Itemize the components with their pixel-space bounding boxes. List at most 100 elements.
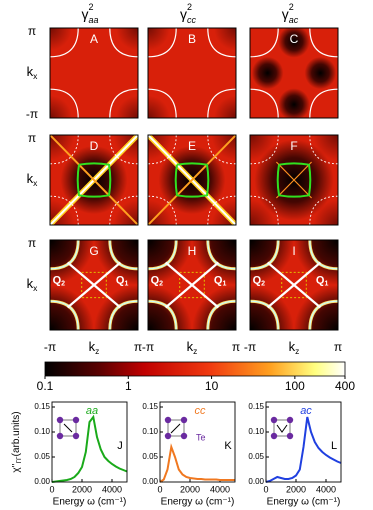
inset-atom — [286, 432, 294, 440]
map-image — [148, 240, 236, 330]
map-contour — [148, 88, 177, 118]
map-frame — [147, 27, 237, 119]
x-tick-label: 4000 — [316, 484, 336, 494]
data-line — [51, 414, 128, 483]
data-line — [265, 416, 342, 483]
inset-atom — [56, 416, 64, 424]
q-label-text: Q — [116, 274, 125, 286]
map-contour — [250, 195, 279, 225]
map-contour — [109, 195, 138, 225]
map-contour — [148, 240, 177, 270]
column-title-symbol: γ — [180, 6, 187, 22]
inset-atom — [270, 416, 278, 424]
column-title-sub: cc — [187, 15, 197, 25]
map-shade — [278, 88, 310, 118]
panel-letter: C — [290, 32, 299, 46]
column-title-symbol: γ — [282, 6, 289, 22]
map-panel: Q2 Q1I — [249, 239, 339, 331]
inset-arrow — [276, 424, 288, 433]
map-contour — [309, 88, 338, 118]
inset-cell — [167, 419, 185, 437]
map-panel: E — [147, 134, 237, 226]
x-axis-label: kz — [89, 339, 100, 356]
y-axis-label: χ''ΓΓ(arb.units) — [11, 411, 23, 472]
panel-letter: D — [90, 139, 99, 153]
inset-arrow — [170, 423, 181, 434]
fermi-pocket — [76, 162, 112, 198]
inset-atom — [286, 416, 294, 424]
inset-atom — [56, 432, 64, 440]
y-axis-label: kx — [27, 171, 39, 188]
map-contour — [309, 240, 338, 270]
map-image — [50, 28, 138, 118]
y-top-label: π — [28, 236, 36, 250]
panel-letter: J — [117, 440, 123, 452]
fermi-pocket — [281, 271, 307, 299]
inset-atom — [72, 432, 80, 440]
map-panel: A — [49, 27, 139, 119]
fermi-pocket — [174, 162, 210, 198]
map-shade — [148, 28, 170, 51]
x-axis-label: kz — [187, 339, 198, 356]
panel-letter: L — [331, 440, 337, 452]
map-shade — [313, 199, 338, 225]
map-contour — [109, 28, 138, 58]
q-label: Q1 — [116, 274, 129, 287]
q-label-sub: 2 — [261, 280, 265, 287]
colorbar-tick-label: 1 — [125, 379, 132, 393]
column-title-sub: ac — [289, 15, 299, 25]
inset-cell — [59, 419, 77, 437]
panel-letter: K — [224, 440, 232, 452]
y-tick-label: 0.05 — [34, 452, 50, 461]
q-label-sub: 2 — [61, 280, 65, 287]
map-shade — [116, 28, 138, 51]
q-label: Q1 — [214, 274, 227, 287]
colorbar-tick-label: 100 — [285, 379, 305, 393]
panel-letter: E — [188, 139, 196, 153]
inset-atom — [164, 416, 172, 424]
panel-letter: F — [290, 139, 297, 153]
panel-letter: H — [188, 244, 197, 258]
q-label-text: Q — [316, 274, 325, 286]
plot-frame — [159, 401, 236, 483]
map-panel: D — [49, 134, 139, 226]
inset-atom — [180, 416, 188, 424]
map-image — [250, 240, 338, 330]
y-axis-label-part: x — [33, 178, 38, 188]
map-contour — [250, 135, 279, 165]
map-contour — [109, 300, 138, 330]
inset-label: Te — [196, 432, 206, 442]
map-contour — [50, 88, 79, 118]
inset-cell — [273, 419, 291, 437]
map-contour — [50, 240, 79, 270]
q-label: Q2 — [253, 274, 266, 287]
map-contour — [250, 300, 279, 330]
y-tick-label: 0.10 — [248, 427, 264, 436]
y-tick-label: 0.10 — [142, 427, 158, 436]
fermi-pocket — [81, 271, 107, 299]
map-contour — [207, 195, 236, 225]
map-shade — [304, 56, 337, 90]
map-shade — [278, 28, 310, 58]
map-contour — [50, 28, 79, 58]
x-axis-label: kz — [289, 339, 300, 356]
x-axis-label-part: k — [89, 339, 96, 354]
map-frame — [147, 134, 237, 226]
map-panel: B — [147, 27, 237, 119]
x-axis-label: Energy ω (cm⁻¹) — [267, 497, 341, 508]
panel-letter: I — [292, 244, 295, 258]
colorbar — [44, 361, 346, 377]
inset-atom — [72, 416, 80, 424]
map-contour — [50, 135, 79, 165]
y-axis-label-part: ΓΓ — [16, 456, 23, 464]
x-axis-label-part: z — [295, 346, 299, 356]
x-tick-label: 0 — [49, 484, 54, 494]
map-shade — [250, 199, 275, 225]
map-contour — [148, 135, 177, 165]
chart-title: ac — [300, 405, 312, 417]
q-label: Q1 — [316, 274, 329, 287]
map-contour — [109, 88, 138, 118]
x-left-label: -π — [244, 340, 256, 354]
map-contour — [250, 88, 279, 118]
map-shade — [214, 95, 236, 118]
